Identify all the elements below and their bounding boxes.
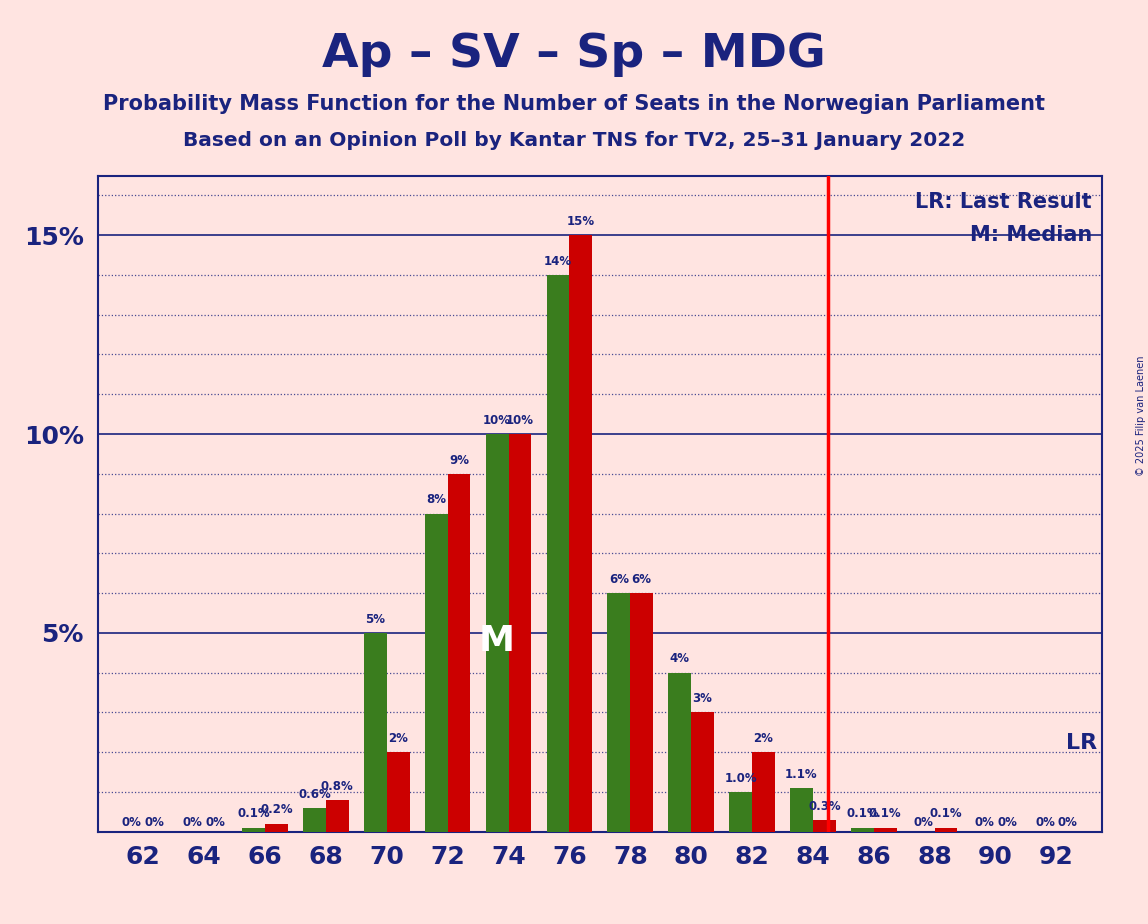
- Bar: [448, 474, 471, 832]
- Text: 2%: 2%: [753, 732, 774, 745]
- Text: LR: LR: [1066, 733, 1097, 753]
- Bar: [509, 434, 532, 832]
- Text: 0.8%: 0.8%: [321, 780, 354, 793]
- Text: © 2025 Filip van Laenen: © 2025 Filip van Laenen: [1135, 356, 1146, 476]
- Text: 3%: 3%: [692, 692, 713, 705]
- Bar: [326, 800, 349, 832]
- Text: 8%: 8%: [426, 493, 447, 506]
- Text: 14%: 14%: [544, 255, 572, 268]
- Text: 9%: 9%: [449, 454, 470, 467]
- Text: 0.6%: 0.6%: [298, 787, 331, 800]
- Text: 0.1%: 0.1%: [846, 808, 878, 821]
- Text: 0%: 0%: [1035, 817, 1055, 830]
- Text: Based on an Opinion Poll by Kantar TNS for TV2, 25–31 January 2022: Based on an Opinion Poll by Kantar TNS f…: [183, 131, 965, 151]
- Bar: [486, 434, 509, 832]
- Text: 2%: 2%: [388, 732, 408, 745]
- Bar: [813, 820, 836, 832]
- Text: 1.1%: 1.1%: [785, 768, 817, 781]
- Text: 6%: 6%: [631, 573, 652, 586]
- Text: 4%: 4%: [669, 652, 690, 665]
- Bar: [425, 514, 448, 832]
- Text: 10%: 10%: [506, 414, 534, 427]
- Bar: [546, 275, 569, 832]
- Bar: [387, 752, 410, 832]
- Text: Probability Mass Function for the Number of Seats in the Norwegian Parliament: Probability Mass Function for the Number…: [103, 94, 1045, 115]
- Text: 0%: 0%: [914, 817, 933, 830]
- Text: LR: Last Result: LR: Last Result: [915, 192, 1092, 212]
- Bar: [569, 236, 592, 832]
- Text: M: M: [479, 624, 515, 658]
- Text: 0%: 0%: [122, 817, 141, 830]
- Text: 0%: 0%: [183, 817, 203, 830]
- Text: 0.1%: 0.1%: [238, 808, 270, 821]
- Bar: [668, 673, 691, 832]
- Bar: [874, 828, 897, 832]
- Bar: [934, 828, 957, 832]
- Text: 15%: 15%: [567, 215, 595, 228]
- Bar: [630, 593, 653, 832]
- Text: 1.0%: 1.0%: [724, 772, 757, 784]
- Text: Ap – SV – Sp – MDG: Ap – SV – Sp – MDG: [323, 32, 825, 78]
- Bar: [265, 823, 288, 832]
- Text: 0%: 0%: [975, 817, 994, 830]
- Text: 0.1%: 0.1%: [930, 808, 962, 821]
- Text: 5%: 5%: [365, 613, 386, 626]
- Text: 0%: 0%: [1058, 817, 1078, 830]
- Text: 6%: 6%: [608, 573, 629, 586]
- Bar: [790, 788, 813, 832]
- Text: 0%: 0%: [145, 817, 164, 830]
- Bar: [364, 633, 387, 832]
- Bar: [729, 792, 752, 832]
- Text: 0.1%: 0.1%: [869, 808, 901, 821]
- Text: 0%: 0%: [205, 817, 225, 830]
- Text: 10%: 10%: [483, 414, 511, 427]
- Bar: [752, 752, 775, 832]
- Bar: [303, 808, 326, 832]
- Bar: [851, 828, 874, 832]
- Bar: [242, 828, 265, 832]
- Text: 0.2%: 0.2%: [261, 804, 293, 817]
- Bar: [691, 712, 714, 832]
- Text: M: Median: M: Median: [970, 225, 1092, 245]
- Text: 0.3%: 0.3%: [808, 799, 840, 812]
- Text: 0%: 0%: [996, 817, 1017, 830]
- Bar: [607, 593, 630, 832]
